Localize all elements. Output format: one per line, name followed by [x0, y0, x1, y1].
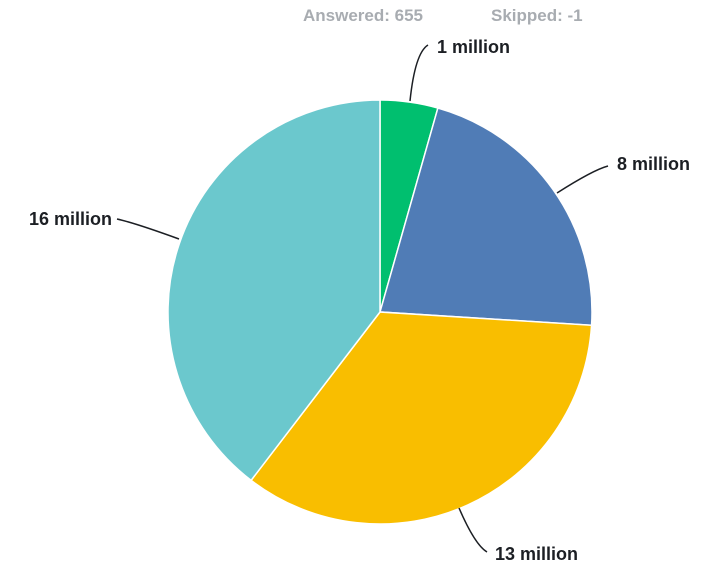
response-stats: Answered: 655 Skipped: -1 — [0, 6, 715, 28]
leader-line-2 — [556, 165, 609, 194]
leader-line-3 — [458, 507, 488, 553]
pie-slice-2 — [379, 107, 593, 327]
leader-line-1 — [409, 44, 429, 102]
answered-count: Answered: 655 — [303, 6, 423, 25]
slice-label-4: 16 million — [29, 209, 112, 229]
pie-slice-3 — [250, 311, 593, 525]
slice-label-3: 13 million — [495, 544, 578, 564]
leader-line-4 — [116, 218, 180, 240]
skipped-count: Skipped: -1 — [491, 6, 583, 25]
pie-slice-4 — [167, 99, 381, 482]
slice-label-2: 8 million — [617, 154, 690, 174]
slice-label-1: 1 million — [437, 37, 510, 57]
